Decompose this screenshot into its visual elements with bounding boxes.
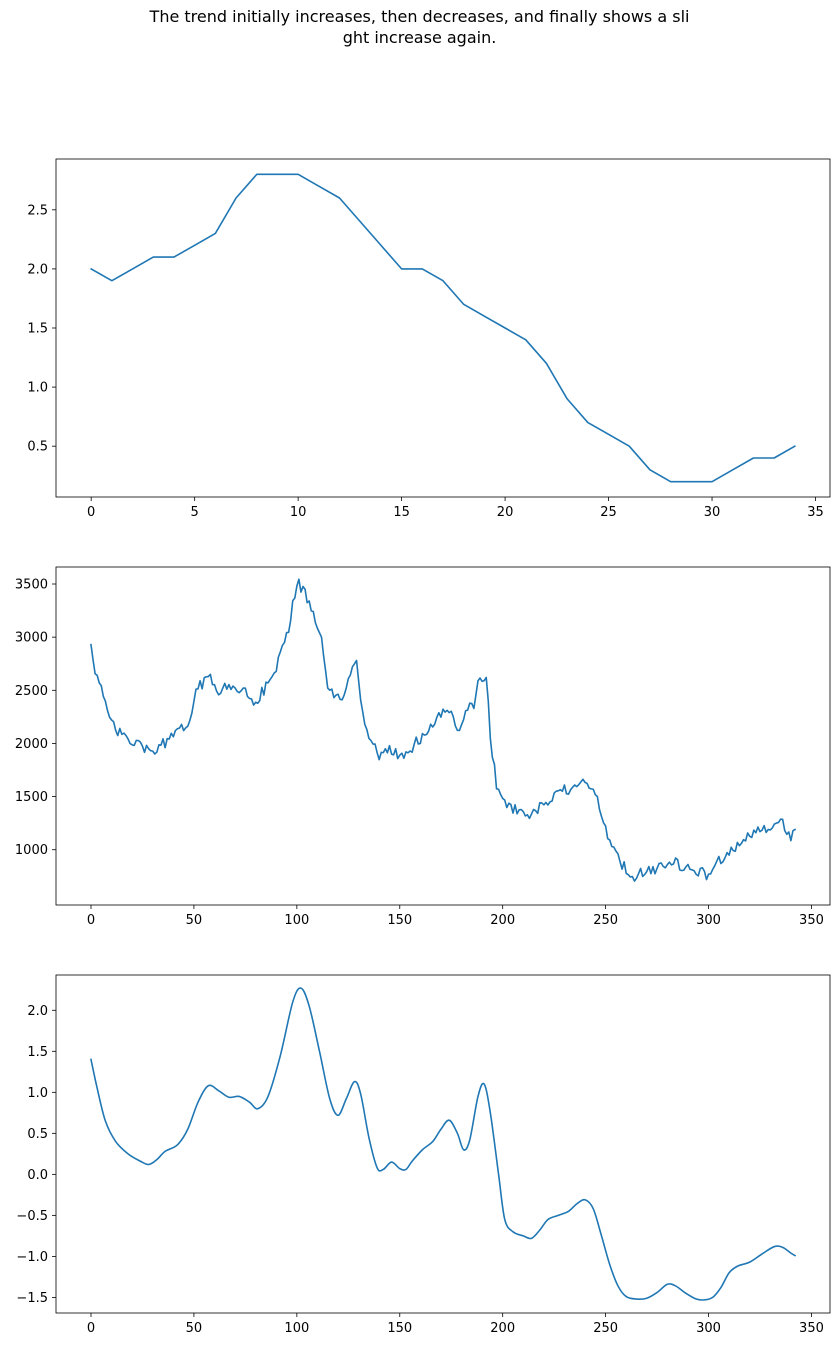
y-tick-label: −0.5: [16, 1209, 48, 1224]
x-tick-label: 25: [600, 505, 617, 520]
x-tick-label: 30: [704, 505, 721, 520]
x-tick-label: 100: [284, 913, 309, 928]
x-tick-label: 150: [387, 913, 412, 928]
x-tick-label: 350: [799, 1321, 824, 1336]
subplot-3: 0 50 100 150 200 250 300 350 −1.5 −1.0 −0.5 0.0 0.5 1…: [16, 974, 831, 1336]
x-tick-label: 10: [290, 505, 307, 520]
y-tick-label: −1.5: [16, 1291, 48, 1306]
chart-title-line-1: The trend initially increases, then decr…: [149, 7, 690, 26]
y-tick-label: 1.5: [27, 322, 48, 337]
series-line-2: [90, 578, 797, 882]
y-tick-label: 3000: [15, 631, 48, 646]
y-tick-label: −1.0: [16, 1250, 48, 1265]
y-tick-label: 2500: [15, 684, 48, 699]
y-tick-label: 1.0: [27, 1086, 48, 1101]
x-tick-label: 15: [393, 505, 410, 520]
x-tick-label: 20: [497, 505, 514, 520]
y-tick-label: 0.5: [27, 440, 48, 455]
x-tick-label: 50: [186, 913, 203, 928]
x-tick-label: 5: [191, 505, 199, 520]
y-tick-label: 1.0: [27, 381, 48, 396]
x-tick-label: 0: [87, 505, 95, 520]
y-tick-label: 2000: [15, 737, 48, 752]
axes-frame: [55, 974, 831, 1314]
y-tick-label: 1000: [15, 843, 48, 858]
y-tick-label: 0.5: [27, 1127, 48, 1142]
axes-frame: [55, 566, 831, 906]
y-tick-label: 1.5: [27, 1045, 48, 1060]
chart-title-line-2: ght increase again.: [342, 28, 497, 47]
series-line-3: [90, 987, 797, 1301]
subplot-2: 0 50 100 150 200 250 300 350 1000 1500 2000 2500 300…: [15, 566, 831, 928]
axes-frame: [55, 158, 831, 498]
y-tick-label: 1500: [15, 790, 48, 805]
x-tick-label: 0: [87, 913, 95, 928]
chart-title: The trend initially increases, then decr…: [0, 6, 839, 48]
x-tick-label: 35: [807, 505, 824, 520]
y-tick-label: 2.0: [27, 1004, 48, 1019]
subplot-1: 0 5 10 15 20 25 30 35 0.5 1.0 1.5 2.0 2.5: [27, 158, 831, 520]
x-tick-label: 200: [490, 913, 515, 928]
y-tick-label: 3500: [15, 578, 48, 593]
x-tick-label: 300: [696, 1321, 721, 1336]
y-tick-label: 2.5: [27, 203, 48, 218]
x-tick-label: 0: [87, 1321, 95, 1336]
x-tick-label: 150: [387, 1321, 412, 1336]
x-tick-label: 250: [593, 1321, 618, 1336]
x-tick-label: 350: [799, 913, 824, 928]
x-tick-label: 100: [284, 1321, 309, 1336]
y-tick-label: 2.0: [27, 262, 48, 277]
x-tick-label: 300: [696, 913, 721, 928]
x-tick-label: 250: [593, 913, 618, 928]
x-tick-label: 200: [490, 1321, 515, 1336]
y-tick-label: 0.0: [27, 1168, 48, 1183]
x-tick-label: 50: [186, 1321, 203, 1336]
series-line-1: [90, 173, 796, 483]
